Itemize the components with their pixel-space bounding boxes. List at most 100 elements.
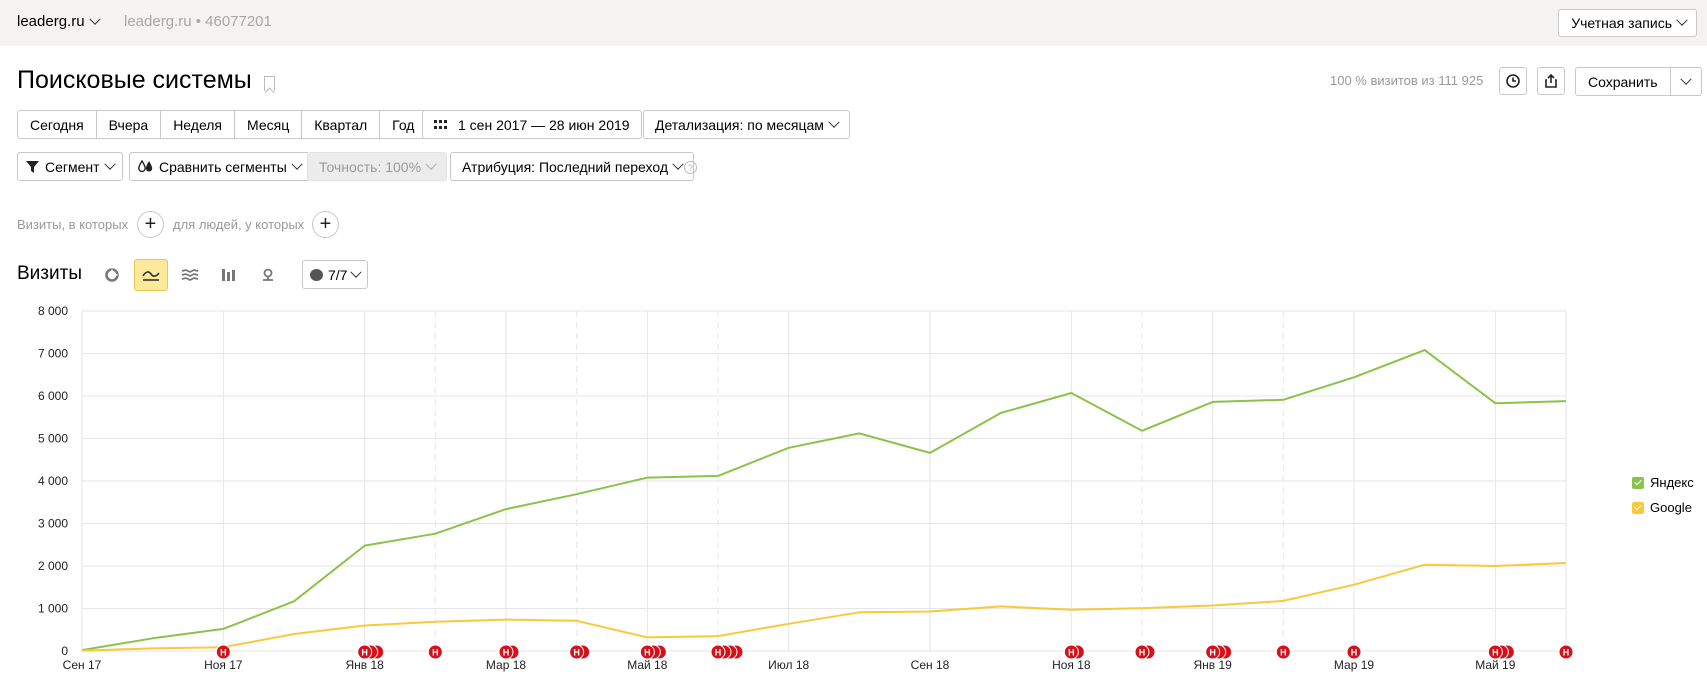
add-people-condition-button[interactable]: +	[312, 211, 339, 238]
note-marker	[1346, 644, 1362, 660]
clock-icon	[1506, 74, 1520, 88]
chevron-down-icon	[1676, 14, 1688, 26]
add-visit-condition-button[interactable]: +	[137, 211, 164, 238]
top-bar: leaderg.ru leaderg.ru • 46077201 Учетная…	[0, 0, 1707, 46]
bookmark-icon[interactable]	[263, 76, 275, 91]
notes-count: 7/7	[328, 266, 348, 283]
export-button[interactable]	[1537, 67, 1565, 95]
period-year[interactable]: Год	[392, 116, 415, 133]
note-marker	[710, 644, 726, 660]
x-tick-label: Ноя 17	[204, 658, 243, 672]
chevron-down-icon	[103, 158, 116, 170]
help-icon[interactable]: ?	[684, 161, 697, 174]
note-marker	[1275, 644, 1291, 660]
line-chart-button[interactable]	[134, 259, 168, 291]
drops-icon	[138, 160, 153, 173]
date-range-button[interactable]: 1 сен 2017 — 28 июн 2019	[422, 110, 642, 139]
note-marker-label: Н	[573, 648, 580, 658]
save-button[interactable]: Сохранить	[1576, 68, 1671, 95]
detail-select[interactable]: Детализация: по месяцам	[643, 110, 850, 139]
series-line	[81, 562, 1567, 652]
note-marker-label: Н	[220, 648, 227, 658]
visits-condition-label: Визиты, в которых	[17, 217, 129, 232]
chevron-down-icon	[672, 158, 684, 170]
accuracy-select[interactable]: Точность: 100%	[307, 152, 448, 181]
save-options-button[interactable]	[1671, 68, 1701, 95]
visits-chart: 0 1 000 2 000 3 000 4 000 5 000 6 000 7 000 8 00…	[38, 304, 1574, 672]
note-marker-label: Н	[1351, 648, 1358, 658]
legend-label: Google	[1650, 500, 1692, 515]
filter-icon	[26, 160, 39, 173]
note-marker	[1558, 644, 1574, 660]
y-tick-label: 6 000	[38, 389, 68, 403]
note-marker-label: Н	[361, 648, 368, 658]
plus-icon: +	[319, 213, 332, 235]
account-button[interactable]: Учетная запись	[1558, 9, 1697, 37]
period-today[interactable]: Сегодня	[18, 111, 97, 138]
site-selector[interactable]: leaderg.ru	[17, 13, 101, 30]
note-marker-label: Н	[1563, 648, 1570, 658]
x-tick-label: Июл 18	[768, 658, 809, 672]
legend-item-google[interactable]: Google	[1632, 495, 1694, 520]
pie-chart-button[interactable]	[95, 259, 129, 291]
map-button[interactable]	[251, 259, 285, 291]
comment-icon	[310, 268, 323, 281]
line-chart-icon	[142, 271, 160, 281]
chart-title: Визиты	[17, 263, 82, 284]
note-marker-label: Н	[1209, 648, 1216, 658]
accuracy-label: Точность: 100%	[319, 158, 422, 175]
period-month[interactable]: Месяц	[235, 111, 303, 138]
note-marker-label: Н	[503, 648, 510, 658]
chevron-down-icon	[88, 13, 101, 25]
account-label: Учетная запись	[1571, 15, 1672, 31]
notes-button[interactable]: 7/7	[302, 260, 369, 289]
x-tick-label: Янв 19	[1193, 658, 1232, 672]
series-line	[81, 349, 1567, 652]
note-marker	[1134, 644, 1150, 660]
period-selector: Сегодня Вчера Неделя Месяц Квартал Год	[17, 110, 428, 139]
date-range-label: 1 сен 2017 — 28 июн 2019	[458, 116, 630, 133]
area-chart-button[interactable]	[173, 259, 207, 291]
x-tick-label: Янв 18	[345, 658, 384, 672]
compare-label: Сравнить сегменты	[159, 158, 287, 175]
checkbox-icon	[1632, 476, 1644, 489]
compare-segments-button[interactable]: Сравнить сегменты	[129, 152, 310, 181]
x-tick-label: Сен 18	[911, 658, 950, 672]
y-tick-label: 7 000	[38, 347, 68, 361]
period-quarter[interactable]: Квартал	[302, 111, 381, 138]
legend-label: Яндекс	[1650, 475, 1694, 490]
y-tick-label: 3 000	[38, 517, 68, 531]
segment-button[interactable]: Сегмент	[17, 152, 123, 181]
x-tick-label: Мар 19	[1334, 658, 1374, 672]
chevron-down-icon	[291, 158, 303, 170]
note-marker	[427, 644, 443, 660]
area-chart-icon	[181, 269, 199, 281]
note-marker-label: Н	[715, 648, 722, 658]
note-marker	[1487, 644, 1503, 660]
page-title: Поисковые системы	[17, 66, 275, 95]
checkbox-icon	[1632, 501, 1644, 514]
attribution-label: Атрибуция: Последний переход	[462, 158, 669, 175]
legend: Яндекс Google	[1632, 470, 1694, 520]
period-week[interactable]: Неделя	[161, 111, 236, 138]
note-marker	[498, 644, 514, 660]
x-tick-label: Мар 18	[486, 658, 526, 672]
chevron-down-icon	[828, 116, 840, 128]
bar-chart-button[interactable]	[212, 259, 246, 291]
x-tick-label: Май 18	[627, 658, 668, 672]
people-condition-label: для людей, у которых	[173, 217, 305, 232]
note-marker-label: Н	[432, 648, 439, 658]
attribution-select[interactable]: Атрибуция: Последний переход	[450, 152, 695, 181]
save-group: Сохранить	[1575, 67, 1702, 96]
history-button[interactable]	[1499, 67, 1527, 95]
note-marker-label: Н	[1280, 648, 1287, 658]
y-tick-label: 4 000	[38, 474, 68, 488]
note-marker	[569, 644, 585, 660]
period-yesterday[interactable]: Вчера	[97, 111, 162, 138]
note-marker	[215, 644, 231, 660]
sample-info: 100 % визитов из 111 925	[1330, 73, 1484, 88]
share-icon	[1545, 73, 1557, 88]
y-tick-label: 2 000	[38, 559, 68, 573]
legend-item-yandex[interactable]: Яндекс	[1632, 470, 1694, 495]
note-marker-label: Н	[644, 648, 651, 658]
